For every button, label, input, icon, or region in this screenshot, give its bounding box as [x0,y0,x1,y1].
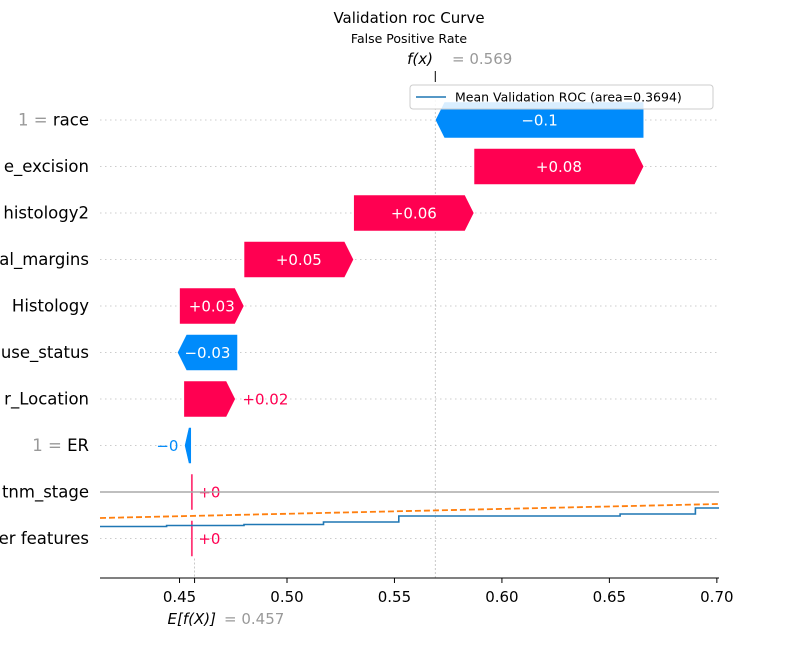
feature-label: use_status [1,343,89,363]
bar-value-label: +0.03 [189,298,235,316]
efx-annotation: E[f(X)] = 0.457 [168,610,285,628]
bar-value-label: −0.03 [184,344,230,362]
bar-value-label: +0.08 [536,158,582,176]
bar-ER [184,427,192,464]
feature-labels: 1 = race e_excision histology2 al_margins Hi… [0,111,89,549]
x-tick-label: 0.55 [378,588,411,606]
x-tick-label: 0.50 [270,588,303,606]
bar-Histology [179,287,245,325]
feature-label: histology2 [3,204,89,223]
feature-label: tnm_stage [2,483,89,503]
bar-value-label: +0.02 [242,391,288,409]
feature-label: r_Location [4,390,89,410]
bar-e-excision [473,148,645,185]
efx-label: E[f(X)] [168,610,217,628]
x-tick-label: 0.70 [700,588,733,606]
bar-histology2 [353,194,475,232]
chart-title: Validation roc Curve [333,9,484,27]
x-tick-label: 0.45 [163,588,196,606]
fx-annotation: f(x) = 0.569 [407,50,512,68]
bar-value-label: −0.1 [521,112,557,130]
bar-value-label: +0.06 [391,205,437,223]
line-layer [99,491,720,528]
efx-value: = 0.457 [224,610,284,628]
bar-value-label: +0 [198,530,220,548]
feature-label: al_margins [0,250,89,270]
legend: Mean Validation ROC (area=0.3694) [409,84,714,110]
bar-use-status [177,334,238,371]
guide-layer [194,71,436,578]
legend-box [409,84,714,110]
bar-r-Location [183,380,236,418]
bar-al-margins [243,241,354,278]
x-tick-label: 0.65 [593,588,626,606]
feature-label: e_excision [4,157,89,177]
feature-label: 1 = race [18,111,89,130]
feature-label: Histology [12,297,89,316]
chart-subtitle: False Positive Rate [351,31,467,46]
bar-value-label: −0 [156,437,178,455]
bar-er-features [190,520,194,557]
fx-value: = 0.569 [452,50,512,68]
feature-label: 1 = ER [32,436,89,455]
x-tick-label: 0.60 [485,588,518,606]
bar-value-label: +0.05 [276,251,322,269]
chance-line [99,503,720,519]
roc-line [100,507,719,528]
legend-label: Mean Validation ROC (area=0.3694) [455,90,682,105]
bar-layer: −0.1+0.08+0.06+0.05+0.03−0.03+0.02−0+0+0 [156,101,645,557]
fx-label: f(x) [407,50,433,68]
feature-label: er features [0,529,89,548]
x-axis: 0.45 0.50 0.55 0.60 0.65 0.70 [100,577,734,606]
